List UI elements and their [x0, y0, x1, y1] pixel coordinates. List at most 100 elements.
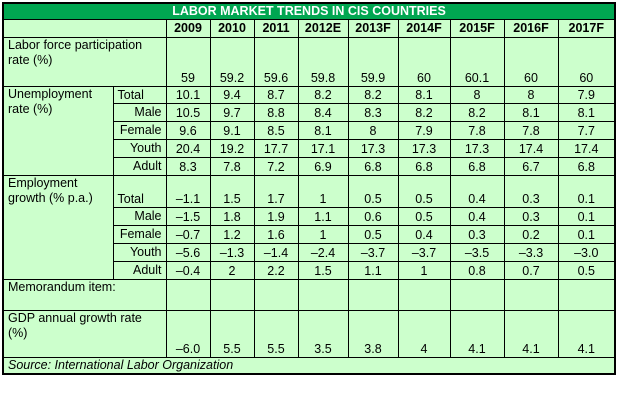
table-cell: 8.2: [297, 86, 349, 104]
table-cell: 8.1: [503, 103, 559, 122]
table-cell: 7.9: [397, 121, 451, 140]
table-cell: 4: [397, 310, 451, 358]
year-header: 2014F: [397, 19, 451, 38]
table-cell: 0.5: [557, 261, 616, 280]
table-cell: 8.3: [165, 157, 211, 176]
table-cell: 0.5: [347, 225, 399, 244]
table-cell: 0.4: [449, 207, 505, 226]
sub-label: Total: [112, 86, 167, 104]
table-cell-empty: [449, 279, 505, 311]
table-cell: –3.0: [557, 243, 616, 262]
table-cell: 9.1: [209, 121, 255, 140]
table-cell: –3.7: [347, 243, 399, 262]
table-cell: 17.3: [347, 139, 399, 158]
year-header: 2016F: [503, 19, 559, 38]
header-blank: [2, 19, 167, 38]
year-header: 2013F: [347, 19, 399, 38]
table-row-unemp-adult: Adult 8.3 7.8 7.2 6.9 6.8 6.8 6.8 6.7 6.…: [3, 157, 616, 176]
table-cell: 1.7: [253, 175, 299, 208]
table-row-emp-female: Female –0.7 1.2 1.6 1 0.5 0.4 0.3 0.2 0.…: [3, 225, 616, 244]
table-row-unemp-total: Unemployment rate (%) Total 10.1 9.4 8.7…: [2, 86, 616, 176]
table-cell: 8.5: [253, 121, 299, 140]
table-cell: –1.1: [165, 175, 211, 208]
table-cell: 10.1: [165, 86, 211, 104]
table-cell: 7.9: [557, 86, 616, 104]
table-cell: 1: [297, 225, 349, 244]
year-header: 2011: [253, 19, 299, 38]
sub-label: Female: [112, 225, 167, 244]
table-cell: 6.8: [397, 157, 451, 176]
table-cell: 6.9: [297, 157, 349, 176]
row-label-gdp: GDP annual growth rate (%): [2, 310, 167, 358]
sub-label: Youth: [112, 139, 167, 158]
table-row-unemp-youth: Youth 20.4 19.2 17.7 17.1 17.3 17.3 17.3…: [3, 139, 616, 158]
year-header: 2009: [165, 19, 211, 38]
table-cell: 1.6: [253, 225, 299, 244]
table-cell: 0.1: [557, 175, 616, 208]
table-cell: 7.7: [557, 121, 616, 140]
table-cell: 5.5: [209, 310, 255, 358]
sub-label: Adult: [112, 261, 167, 280]
table-cell-empty: [253, 279, 299, 311]
header-row: 2009 2010 2011 2012E 2013F 2014F 2015F 2…: [2, 19, 616, 38]
sub-label: Female: [112, 121, 167, 140]
table-cell: 4.1: [557, 310, 616, 358]
table-cell: 7.8: [503, 121, 559, 140]
table-cell: 3.5: [297, 310, 349, 358]
table-cell: –2.4: [297, 243, 349, 262]
table-cell-empty: [557, 279, 616, 311]
table-cell: –0.4: [165, 261, 211, 280]
table-cell: 59: [165, 37, 211, 87]
labor-market-table: LABOR MARKET TRENDS IN CIS COUNTRIES 200…: [2, 2, 617, 375]
table-cell: 20.4: [165, 139, 211, 158]
table-cell: 7.2: [253, 157, 299, 176]
row-label-lfpr: Labor force participation rate (%): [2, 37, 167, 87]
table-cell: 4.1: [503, 310, 559, 358]
table-cell: 1.5: [297, 261, 349, 280]
table-cell: –6.0: [165, 310, 211, 358]
table-cell: 0.6: [347, 207, 399, 226]
table-cell: –1.5: [165, 207, 211, 226]
table-cell: 1.1: [347, 261, 399, 280]
table-cell: 0.5: [397, 175, 451, 208]
table-row-unemp-male: Male 10.5 9.7 8.8 8.4 8.3 8.2 8.2 8.1 8.…: [3, 103, 616, 122]
table-cell: –1.4: [253, 243, 299, 262]
table-cell: 17.3: [397, 139, 451, 158]
row-label-employment-growth: Employment growth (% p.a.): [2, 175, 114, 280]
sub-label: Youth: [112, 243, 167, 262]
table-cell: 59.6: [253, 37, 299, 87]
year-header: 2012E: [297, 19, 349, 38]
table-row-gdp: GDP annual growth rate (%) –6.0 5.5 5.5 …: [2, 310, 616, 358]
table-cell: 0.3: [503, 207, 559, 226]
table-cell: 1.5: [209, 175, 255, 208]
table-cell: 8.3: [347, 103, 399, 122]
table-cell: 1: [397, 261, 451, 280]
sub-label: Total: [112, 175, 167, 208]
table-cell: 8.1: [557, 103, 616, 122]
table-cell: 2.2: [253, 261, 299, 280]
table-cell: 8.1: [297, 121, 349, 140]
table-cell: 1: [297, 175, 349, 208]
table-cell-empty: [297, 279, 349, 311]
table-cell-empty: [347, 279, 399, 311]
table-cell: –0.7: [165, 225, 211, 244]
table-cell: 6.8: [449, 157, 505, 176]
table-cell: 0.5: [347, 175, 399, 208]
table-title: LABOR MARKET TRENDS IN CIS COUNTRIES: [2, 2, 616, 20]
table-cell: 0.8: [449, 261, 505, 280]
table-cell: 0.7: [503, 261, 559, 280]
year-header: 2017F: [557, 19, 616, 38]
year-header: 2010: [209, 19, 255, 38]
source-note: Source: International Labor Organization: [2, 357, 616, 375]
table-cell: 0.4: [397, 225, 451, 244]
table-cell: –1.3: [209, 243, 255, 262]
sub-label: Male: [112, 207, 167, 226]
table-row-emp-total: Employment growth (% p.a.) Total –1.1 1.…: [2, 175, 616, 280]
table-cell: 4.1: [449, 310, 505, 358]
table-cell: 8.4: [297, 103, 349, 122]
table-cell: –5.6: [165, 243, 211, 262]
table-cell: 60: [503, 37, 559, 87]
table-cell: 17.4: [557, 139, 616, 158]
year-header: 2015F: [449, 19, 505, 38]
row-label-unemployment: Unemployment rate (%): [2, 86, 114, 176]
